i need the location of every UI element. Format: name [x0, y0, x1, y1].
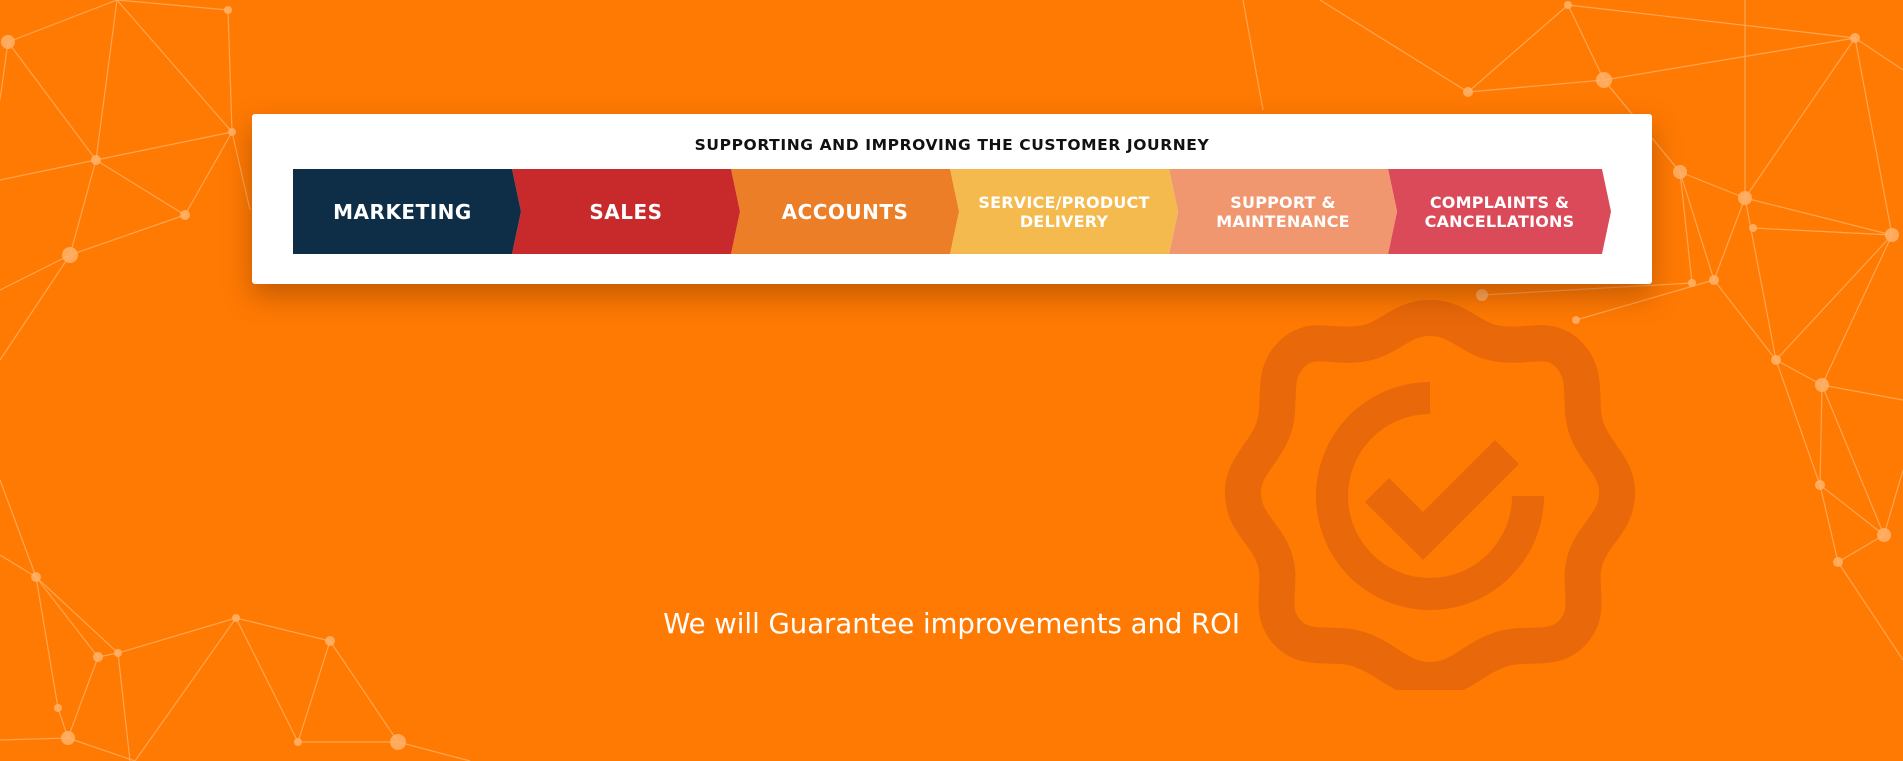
stage-sales: SALES — [512, 169, 740, 254]
journey-stages: MARKETING SALES ACCOUNTS SERVICE/PRODUCT… — [293, 169, 1611, 254]
stage-service-product-delivery: SERVICE/PRODUCT DELIVERY — [950, 169, 1178, 254]
guarantee-tagline: We will Guarantee improvements and ROI — [663, 608, 1240, 640]
stage-marketing: MARKETING — [293, 169, 521, 254]
stage-support-maintenance: SUPPORT & MAINTENANCE — [1169, 169, 1397, 254]
guarantee-badge-icon — [1225, 300, 1635, 690]
customer-journey-card: SUPPORTING AND IMPROVING THE CUSTOMER JO… — [252, 114, 1652, 284]
stage-label: COMPLAINTS & CANCELLATIONS — [1424, 192, 1575, 231]
stage-label: SALES — [589, 199, 663, 224]
stage-label: MARKETING — [333, 199, 472, 224]
journey-title: SUPPORTING AND IMPROVING THE CUSTOMER JO… — [694, 136, 1210, 154]
stage-complaints-cancellations: COMPLAINTS & CANCELLATIONS — [1388, 169, 1611, 254]
stage-label: SUPPORT & MAINTENANCE — [1216, 192, 1350, 231]
stage-label: ACCOUNTS — [781, 199, 909, 224]
stage-label: SERVICE/PRODUCT DELIVERY — [978, 192, 1150, 231]
stage-accounts: ACCOUNTS — [731, 169, 959, 254]
